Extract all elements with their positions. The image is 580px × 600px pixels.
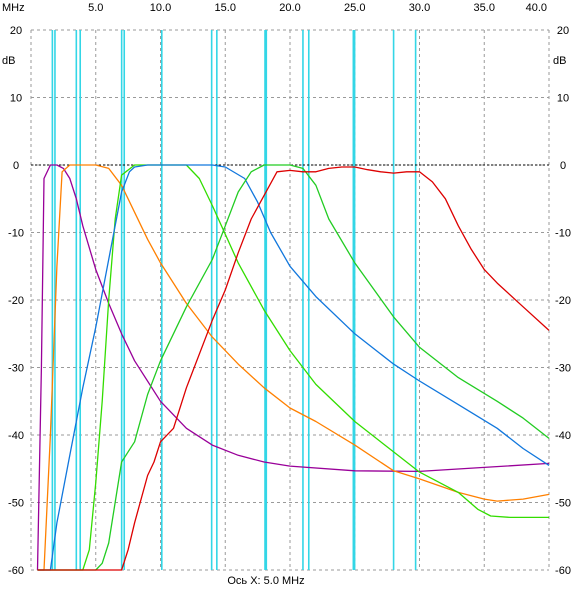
series-line-6: [37, 166, 550, 571]
x-tick-label: 15.0: [215, 2, 236, 14]
x-tick-label: 5.0: [88, 2, 103, 14]
y-tick-label-right: -40: [555, 430, 571, 442]
x-tick-label: 35.0: [474, 2, 495, 14]
x-axis-label: Ось X: 5.0 MHz: [227, 575, 304, 587]
series-line-5: [37, 164, 550, 571]
y-tick-label-left: 0: [13, 160, 19, 172]
y-tick-label-right: -60: [555, 565, 571, 577]
x-unit-label: MHz: [2, 2, 25, 14]
x-tick-label: 25.0: [344, 2, 365, 14]
series-line-4: [37, 164, 550, 571]
y-tick-label-left: -40: [8, 430, 24, 442]
axis-labels: 20 20 10 10 0 0 -10 -10 -20 -20 -30 -30 -40 -40 -50 -50…: [2, 2, 571, 587]
x-tick-label: 20.0: [279, 2, 300, 14]
y-tick-label-left: -10: [8, 228, 24, 240]
y-tick-label-right: 0: [560, 160, 566, 172]
series-line-1: [36, 164, 550, 571]
y-tick-label-right: -50: [555, 498, 571, 510]
y-tick-label-left: -30: [8, 363, 24, 375]
y-tick-label-right: 20: [557, 25, 569, 37]
y-tick-label-right: -30: [555, 363, 571, 375]
y-tick-label-left: -50: [8, 498, 24, 510]
response-curves: [36, 164, 550, 571]
y-tick-label-right: -10: [555, 228, 571, 240]
series-line-2: [37, 164, 550, 571]
x-tick-label: 30.0: [409, 2, 430, 14]
band-marker-lines: [51, 30, 417, 570]
y-tick-label-left: 10: [10, 93, 22, 105]
y-unit-label-right: dB: [553, 55, 566, 67]
x-tick-label: 40.0: [526, 2, 547, 14]
y-unit-label-left: dB: [2, 55, 15, 67]
y-tick-label-right: -20: [555, 295, 571, 307]
y-tick-label-right: 10: [557, 93, 569, 105]
y-tick-label-left: -20: [8, 295, 24, 307]
x-tick-label: 10.0: [150, 2, 171, 14]
series-line-3: [37, 164, 549, 571]
y-tick-label-left: -60: [8, 565, 24, 577]
y-tick-label-left: 20: [10, 25, 22, 37]
